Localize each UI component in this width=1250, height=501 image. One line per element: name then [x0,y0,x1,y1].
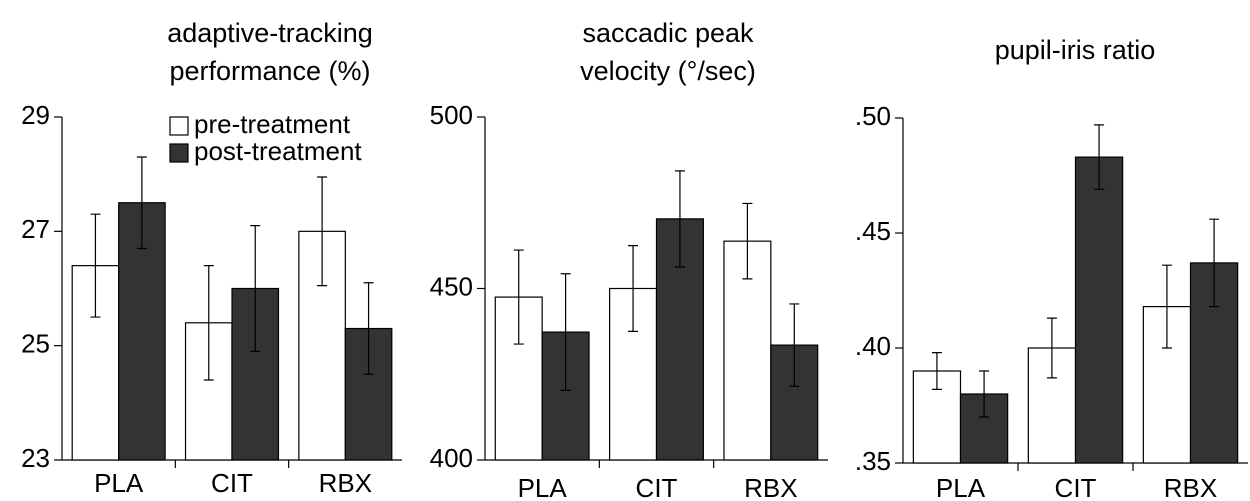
error-bar [674,170,685,268]
y-tick-label: .50 [855,101,891,131]
x-tick-label: PLA [518,473,568,501]
bar [1074,156,1124,464]
chart-title: saccadic peak [582,18,754,48]
error-bar [363,282,374,375]
legend-swatch [169,116,189,136]
error-bar [1209,218,1220,308]
chart-title: adaptive-tracking [167,18,373,48]
x-tick-label: CIT [211,468,253,498]
chart-title: pupil-iris ratio [995,35,1156,65]
y-tick-label: 450 [430,271,473,301]
legend-label: post-treatment [194,136,362,166]
error-bar [90,213,101,318]
legend-swatch [169,143,189,163]
y-tick-label: 27 [21,214,50,244]
y-tick-label: 23 [21,443,50,473]
y-tick-label: 400 [430,443,473,473]
error-bar [560,273,571,391]
x-tick-label: CIT [636,473,678,501]
x-tick-label: RBX [319,468,372,498]
error-bar [250,225,261,352]
error-bar [203,265,214,381]
error-bar [979,370,990,418]
error-bar [317,176,328,287]
error-bar [1161,264,1172,349]
y-tick-label: .35 [855,446,891,476]
y-tick-label: .40 [855,331,891,361]
error-bar [742,202,753,280]
x-tick-label: PLA [936,473,986,501]
x-tick-label: RBX [744,473,797,501]
error-bar [789,303,800,387]
chart-title: velocity (°/sec) [580,56,756,86]
y-tick-label: .45 [855,216,891,246]
y-tick-label: 29 [21,100,50,130]
y-tick-label: 25 [21,329,50,359]
x-tick-label: CIT [1055,473,1097,501]
error-bar [931,352,942,390]
y-tick-label: 500 [430,100,473,130]
error-bar [628,245,639,332]
error-bar [513,249,524,345]
error-bar [136,156,147,250]
chart-title: performance (%) [169,56,370,86]
error-bar [1046,317,1057,379]
legend-label: pre-treatment [194,109,351,139]
x-tick-label: RBX [1164,473,1217,501]
x-tick-label: PLA [94,468,144,498]
error-bar [1094,124,1105,190]
